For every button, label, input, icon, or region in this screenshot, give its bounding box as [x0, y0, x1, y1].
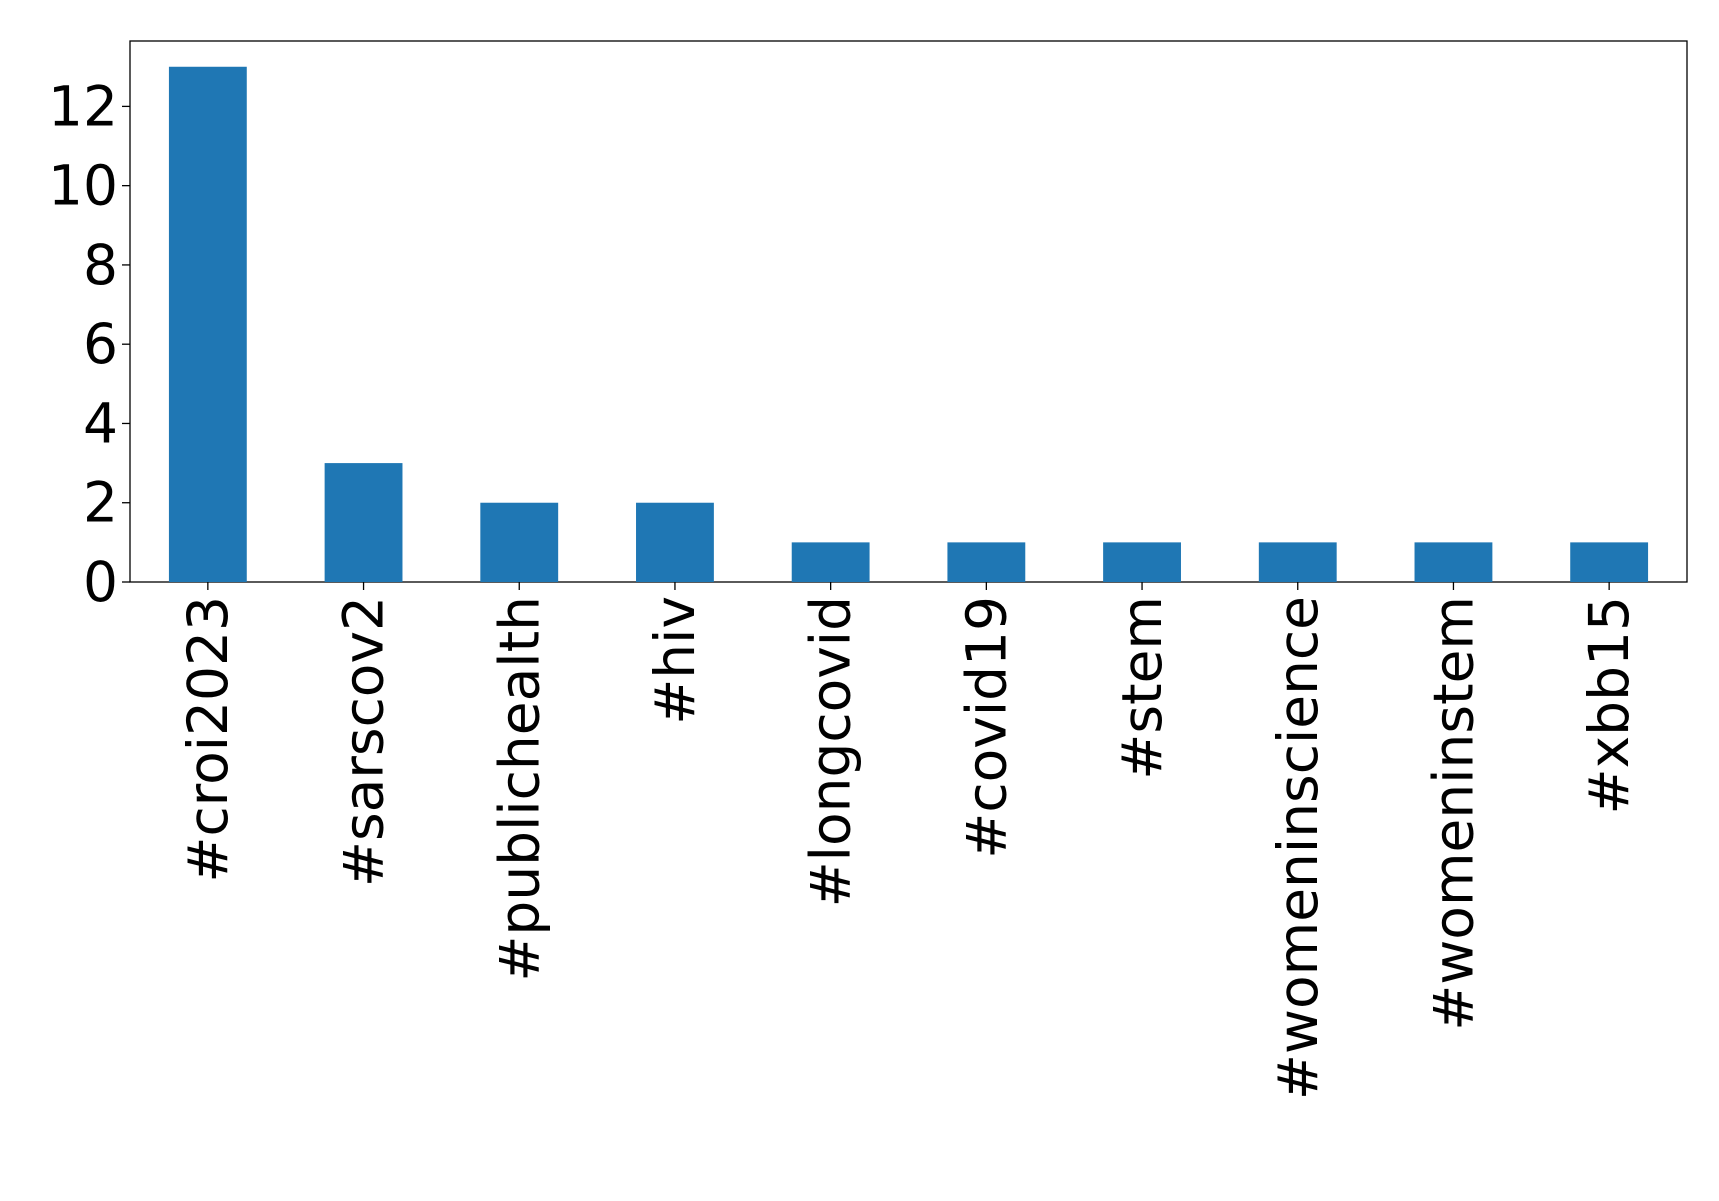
y-tick-label: 8 [83, 233, 118, 297]
x-tick-label: #croi2023 [176, 596, 240, 883]
y-tick-label: 4 [83, 391, 118, 455]
x-tick-label: #sarscov2 [332, 596, 396, 887]
bar [636, 502, 714, 582]
y-tick-label: 2 [83, 471, 118, 535]
bar [1103, 542, 1181, 582]
bar [480, 502, 559, 582]
bar [1414, 542, 1493, 582]
bar [947, 542, 1026, 582]
x-tick-label: #xbb15 [1577, 596, 1641, 814]
bar [1570, 542, 1649, 582]
x-tick-label: #womeninstem [1421, 596, 1485, 1031]
bar [324, 463, 403, 582]
x-tick-label: #covid19 [954, 596, 1018, 859]
bar [791, 542, 870, 582]
x-tick-label: #womeninscience [1266, 596, 1330, 1100]
bar [1258, 542, 1337, 582]
y-tick-label: 6 [83, 312, 118, 376]
plot-frame [129, 40, 1688, 583]
x-tick-label: #stem [1110, 596, 1174, 780]
y-tick-label: 12 [48, 74, 118, 138]
bar [168, 66, 247, 582]
x-tick-label: #hiv [643, 596, 707, 725]
y-tick-label: 10 [48, 154, 118, 218]
x-tick-label: #longcovid [799, 596, 863, 907]
y-tick-label: 0 [83, 550, 118, 614]
x-tick-label: #publichealth [487, 596, 551, 982]
